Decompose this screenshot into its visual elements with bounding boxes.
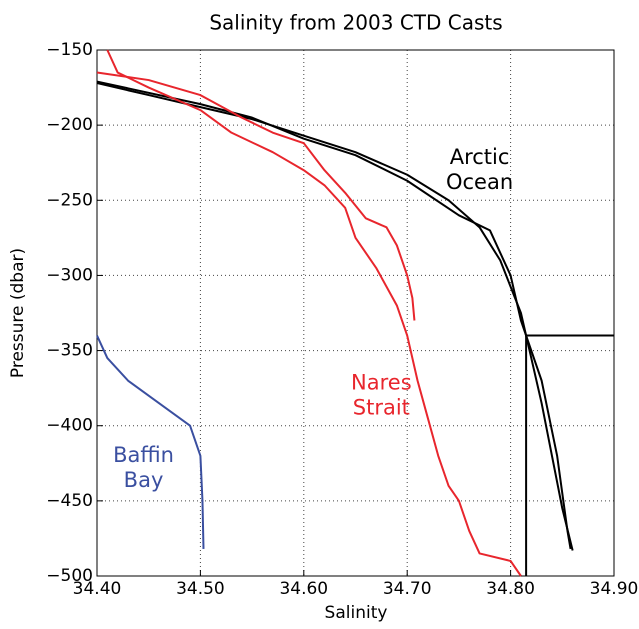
chart-title: Salinity from 2003 CTD Casts bbox=[209, 11, 502, 35]
annotation: Strait bbox=[353, 396, 410, 420]
series-line bbox=[525, 334, 614, 576]
y-axis-label: Pressure (dbar) bbox=[8, 248, 28, 378]
annotation: Nares bbox=[351, 371, 412, 395]
y-tick-label: −200 bbox=[46, 115, 93, 135]
x-tick-label: 34.40 bbox=[73, 579, 122, 599]
series-line bbox=[96, 71, 416, 321]
annotation: Ocean bbox=[446, 170, 513, 194]
series-line bbox=[96, 82, 574, 551]
annotation: Baffin bbox=[113, 443, 174, 467]
x-tick-label: 34.90 bbox=[590, 579, 639, 599]
series-line bbox=[106, 49, 522, 577]
annotation: Arctic bbox=[450, 145, 510, 169]
annotation: Bay bbox=[124, 468, 164, 492]
series-line bbox=[96, 80, 572, 550]
y-tick-label: −350 bbox=[46, 341, 93, 361]
x-axis-label: Salinity bbox=[325, 603, 388, 623]
y-tick-label: −450 bbox=[46, 491, 93, 511]
x-tick-label: 34.50 bbox=[176, 579, 225, 599]
series-line bbox=[96, 335, 205, 549]
x-tick-label: 34.60 bbox=[279, 579, 328, 599]
plot-frame bbox=[96, 49, 615, 577]
y-tick-label: −150 bbox=[46, 40, 93, 60]
y-tick-label: −400 bbox=[46, 416, 93, 436]
y-tick-label: −300 bbox=[46, 265, 93, 285]
x-tick-label: 34.70 bbox=[383, 579, 432, 599]
y-tick-label: −250 bbox=[46, 190, 93, 210]
y-tick-label: −500 bbox=[46, 566, 93, 586]
x-tick-label: 34.80 bbox=[486, 579, 535, 599]
